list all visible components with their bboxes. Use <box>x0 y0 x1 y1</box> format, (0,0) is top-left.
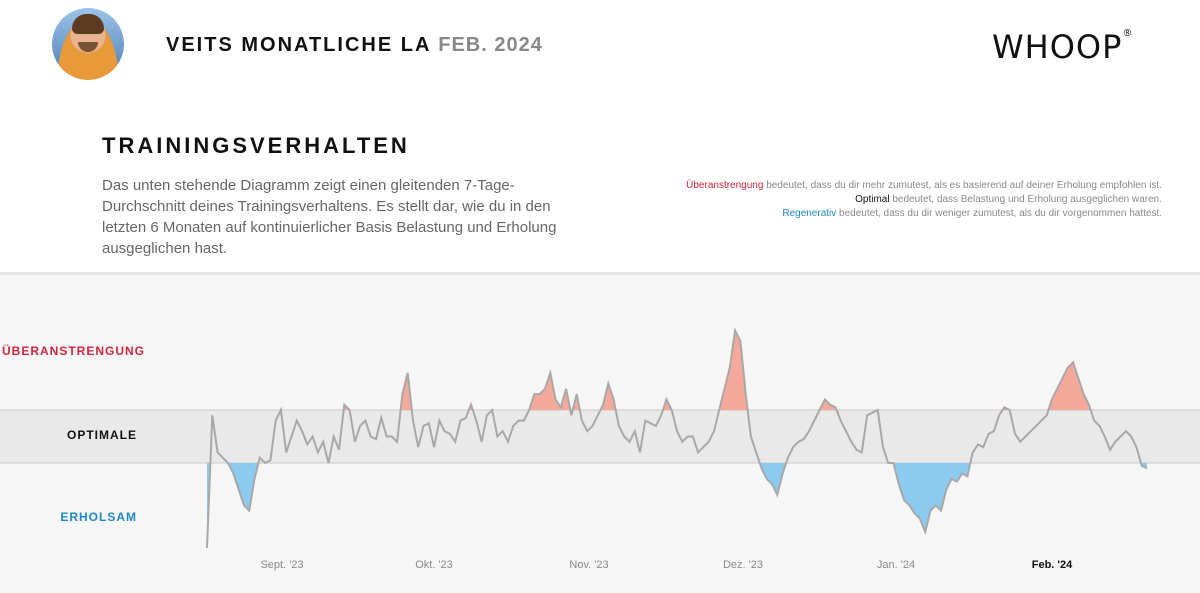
avatar <box>52 8 124 80</box>
overload-fill <box>400 372 412 410</box>
legend-overload-term: Überanstrengung <box>686 180 764 191</box>
title-month: FEB. 2024 <box>438 34 543 56</box>
section-description: Das unten stehende Diagramm zeigt einen … <box>102 177 557 257</box>
zone-label-optimal: OPTIMALE <box>67 428 137 442</box>
avatar-beard <box>78 42 98 52</box>
x-tick-label: Okt. '23 <box>415 559 453 571</box>
zone-label-restorative: ERHOLSAM <box>60 510 137 524</box>
title-text: VEITS MONATLICHE LA <box>166 34 431 56</box>
restorative-fill <box>759 463 787 495</box>
legend-restorative-text: bedeutet, dass du dir weniger zumutest, … <box>836 208 1162 219</box>
x-tick-label: Sept. '23 <box>260 559 303 571</box>
x-axis-ticks: Sept. '23 Okt. '23 Nov. '23 Dez. '23 Jan. '2… <box>260 559 1073 571</box>
series-line <box>206 327 1148 548</box>
x-tick-label: Feb. '24 <box>1032 559 1073 571</box>
overload-fill <box>1048 362 1091 410</box>
zone-label-overload: ÜBERANSTRENGUNG <box>2 343 145 358</box>
optimal-band <box>0 410 1200 463</box>
legend-optimal-text: bedeutet, dass Belastung und Erholung au… <box>889 194 1162 205</box>
legend-overload: Überanstrengung bedeutet, dass du dir me… <box>602 179 1162 193</box>
legend-optimal: Optimal bedeutet, dass Belastung und Erh… <box>602 193 1162 207</box>
training-chart: ÜBERANSTRENGUNG OPTIMALE ERHOLSAM Sept. … <box>0 327 1200 571</box>
legend-restorative-term: Regenerativ <box>782 208 837 219</box>
page-title: VEITS MONATLICHE LA FEB. 2024 <box>166 34 543 57</box>
x-tick-label: Dez. '23 <box>723 559 763 571</box>
legend: Überanstrengung bedeutet, dass du dir me… <box>602 179 1162 221</box>
chart-area: ÜBERANSTRENGUNG OPTIMALE ERHOLSAM Sept. … <box>0 272 1200 593</box>
logo-mark: ® <box>1122 28 1134 39</box>
section-title: TRAININGSVERHALTEN <box>102 133 410 158</box>
overload-fill <box>529 372 571 410</box>
legend-overload-text: bedeutet, dass du dir mehr zumutest, als… <box>763 180 1162 191</box>
x-tick-label: Nov. '23 <box>569 559 608 571</box>
zone-fills <box>207 330 1147 548</box>
restorative-fill <box>893 463 971 532</box>
legend-optimal-term: Optimal <box>855 194 890 205</box>
whoop-logo: WHOOP® <box>992 28 1133 66</box>
legend-restorative: Regenerativ bedeutet, dass du dir wenige… <box>602 207 1162 221</box>
x-tick-label: Jan. '24 <box>877 559 915 571</box>
avatar-hair <box>72 14 104 34</box>
logo-text: WHOOP <box>992 28 1123 66</box>
